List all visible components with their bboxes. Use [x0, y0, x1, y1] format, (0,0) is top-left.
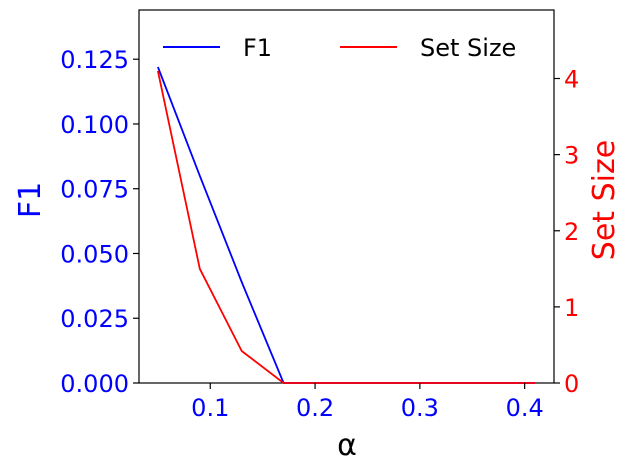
- x-tick-label: 0.3: [401, 394, 439, 422]
- plot-frame: [138, 9, 555, 384]
- x-tick-label: 0.1: [191, 394, 229, 422]
- y-right-tick-label: 3: [564, 142, 579, 170]
- legend-label: Set Size: [420, 34, 516, 62]
- series-layer: [157, 66, 536, 384]
- y-left-tick-label: 0.125: [60, 46, 129, 74]
- series-line-f1: [157, 66, 536, 384]
- y-right-tick-label: 4: [564, 66, 579, 94]
- y-left-axis-ticks: 0.000 0.025 0.050 0.075 0.100 0.125: [60, 46, 139, 398]
- legend: F1 Set Size: [163, 34, 516, 62]
- y-left-tick-label: 0.025: [60, 305, 129, 333]
- x-tick-label: 0.4: [506, 394, 544, 422]
- x-axis-ticks: 0.1 0.2 0.3 0.4: [191, 383, 544, 422]
- y-right-tick-label: 0: [564, 370, 579, 398]
- y-left-tick-label: 0.075: [60, 176, 129, 204]
- legend-label: F1: [243, 34, 272, 62]
- y-right-tick-label: 1: [564, 294, 579, 322]
- y-right-axis-title: Set Size: [587, 140, 622, 260]
- y-left-axis-title: F1: [13, 182, 48, 218]
- x-axis-title: α: [337, 428, 357, 463]
- y-left-tick-label: 0.050: [60, 240, 129, 268]
- x-tick-label: 0.2: [296, 394, 334, 422]
- y-left-tick-label: 0.000: [60, 370, 129, 398]
- y-right-tick-label: 2: [564, 218, 579, 246]
- y-left-tick-label: 0.100: [60, 111, 129, 139]
- y-right-axis-ticks: 0 1 2 3 4: [554, 66, 579, 398]
- series-line-set-size: [157, 70, 536, 384]
